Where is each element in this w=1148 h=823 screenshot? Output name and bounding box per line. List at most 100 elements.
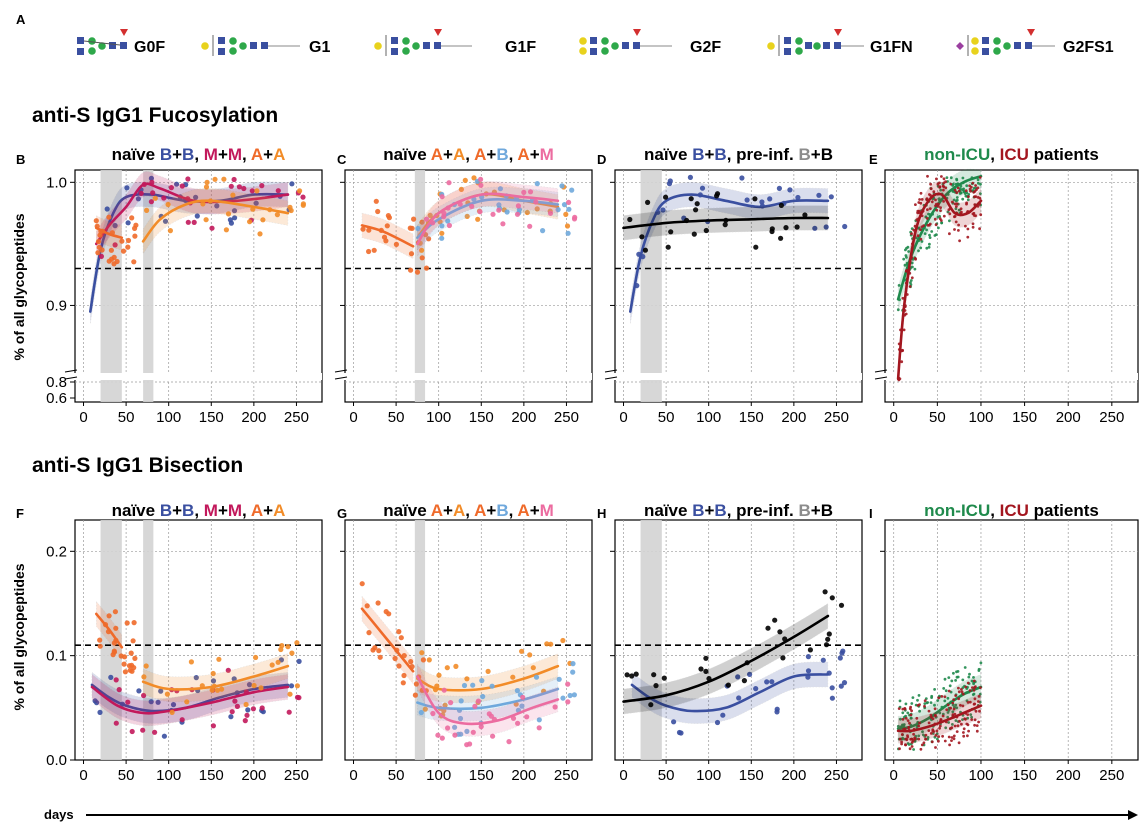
data-point	[934, 204, 937, 208]
data-point	[371, 247, 377, 253]
panel-letter-c: C	[337, 152, 347, 167]
data-point	[937, 202, 940, 206]
x-tick-label: 150	[469, 409, 494, 426]
data-point	[823, 642, 830, 648]
data-point	[259, 705, 265, 711]
data-point	[952, 198, 956, 202]
data-point	[373, 198, 379, 204]
x-tick-label: 200	[241, 409, 266, 426]
data-point	[954, 694, 958, 697]
data-point	[458, 731, 464, 737]
data-point	[130, 638, 136, 644]
data-point	[971, 686, 974, 689]
data-point	[564, 223, 571, 229]
title-part: A	[431, 145, 443, 164]
data-point	[953, 228, 956, 231]
data-point	[939, 219, 943, 222]
data-point	[936, 699, 940, 702]
data-point	[929, 182, 932, 186]
data-point	[97, 709, 103, 716]
panel-title: naïve B+B, M+M, A+A	[112, 501, 286, 520]
data-point	[260, 217, 266, 223]
data-point	[229, 709, 235, 715]
x-tick-label: 100	[696, 767, 721, 784]
data-point	[977, 181, 980, 185]
data-point	[910, 709, 913, 713]
data-point	[902, 723, 905, 727]
data-point	[825, 636, 831, 642]
data-point	[904, 702, 908, 706]
data-point	[925, 217, 929, 220]
legend-item-g2fs1: G2FS1	[956, 29, 1114, 56]
title-part: A	[474, 501, 486, 520]
data-point	[97, 637, 103, 643]
data-point	[948, 219, 951, 223]
data-point	[627, 216, 633, 223]
data-point	[415, 225, 421, 232]
data-point	[960, 722, 963, 726]
glycan-icon	[579, 29, 672, 55]
data-point	[688, 196, 694, 202]
data-point	[910, 745, 914, 748]
data-point	[930, 694, 934, 698]
data-point	[96, 244, 102, 250]
data-point	[420, 657, 426, 663]
data-point	[185, 176, 191, 182]
data-point	[527, 223, 533, 229]
data-point	[977, 700, 980, 703]
data-point	[419, 247, 425, 253]
x-tick-label: 0	[619, 767, 627, 784]
title-part: ,	[990, 501, 999, 520]
data-point	[955, 730, 959, 733]
data-point	[401, 672, 407, 679]
title-part: M	[540, 145, 554, 164]
data-point	[907, 726, 910, 730]
title-part: naïve	[644, 501, 692, 520]
panel-letter-e: E	[869, 152, 878, 167]
data-point	[979, 213, 983, 217]
legend-item-g2f: G2F	[579, 29, 721, 56]
data-point	[471, 175, 477, 181]
legend-label-g2fs1: G2FS1	[1063, 39, 1114, 56]
data-point	[478, 176, 484, 182]
title-part: ,	[465, 501, 474, 520]
data-point	[952, 671, 955, 675]
data-point	[278, 646, 284, 653]
data-point	[926, 174, 929, 178]
data-point	[445, 218, 451, 224]
data-point	[116, 687, 122, 693]
data-point	[941, 734, 944, 738]
data-point	[909, 716, 913, 720]
data-point	[694, 201, 700, 207]
title-part: +	[263, 501, 273, 520]
title-part: M	[540, 501, 554, 520]
data-point	[953, 712, 957, 716]
title-part: B	[714, 501, 726, 520]
data-point	[423, 265, 430, 271]
data-point	[214, 687, 221, 693]
data-point	[572, 214, 578, 220]
data-point	[927, 709, 931, 713]
data-point	[544, 641, 550, 647]
data-point	[231, 208, 238, 214]
data-point	[772, 617, 778, 623]
data-point	[534, 181, 540, 187]
data-point	[714, 193, 720, 199]
title-part: +	[443, 501, 453, 520]
data-point	[297, 188, 303, 194]
data-point	[113, 625, 119, 631]
data-point	[910, 261, 914, 265]
data-point	[370, 647, 376, 653]
data-point	[923, 702, 927, 705]
data-point	[950, 736, 954, 739]
title-part: ,	[242, 145, 251, 164]
data-point	[741, 678, 748, 684]
data-point	[119, 238, 125, 244]
data-point	[938, 724, 942, 728]
data-point	[521, 189, 527, 195]
legend-item-g0f: G0F	[77, 29, 165, 56]
data-point	[906, 719, 910, 722]
axis-break-mark	[64, 369, 78, 373]
data-point	[920, 225, 924, 229]
data-point	[152, 195, 158, 201]
